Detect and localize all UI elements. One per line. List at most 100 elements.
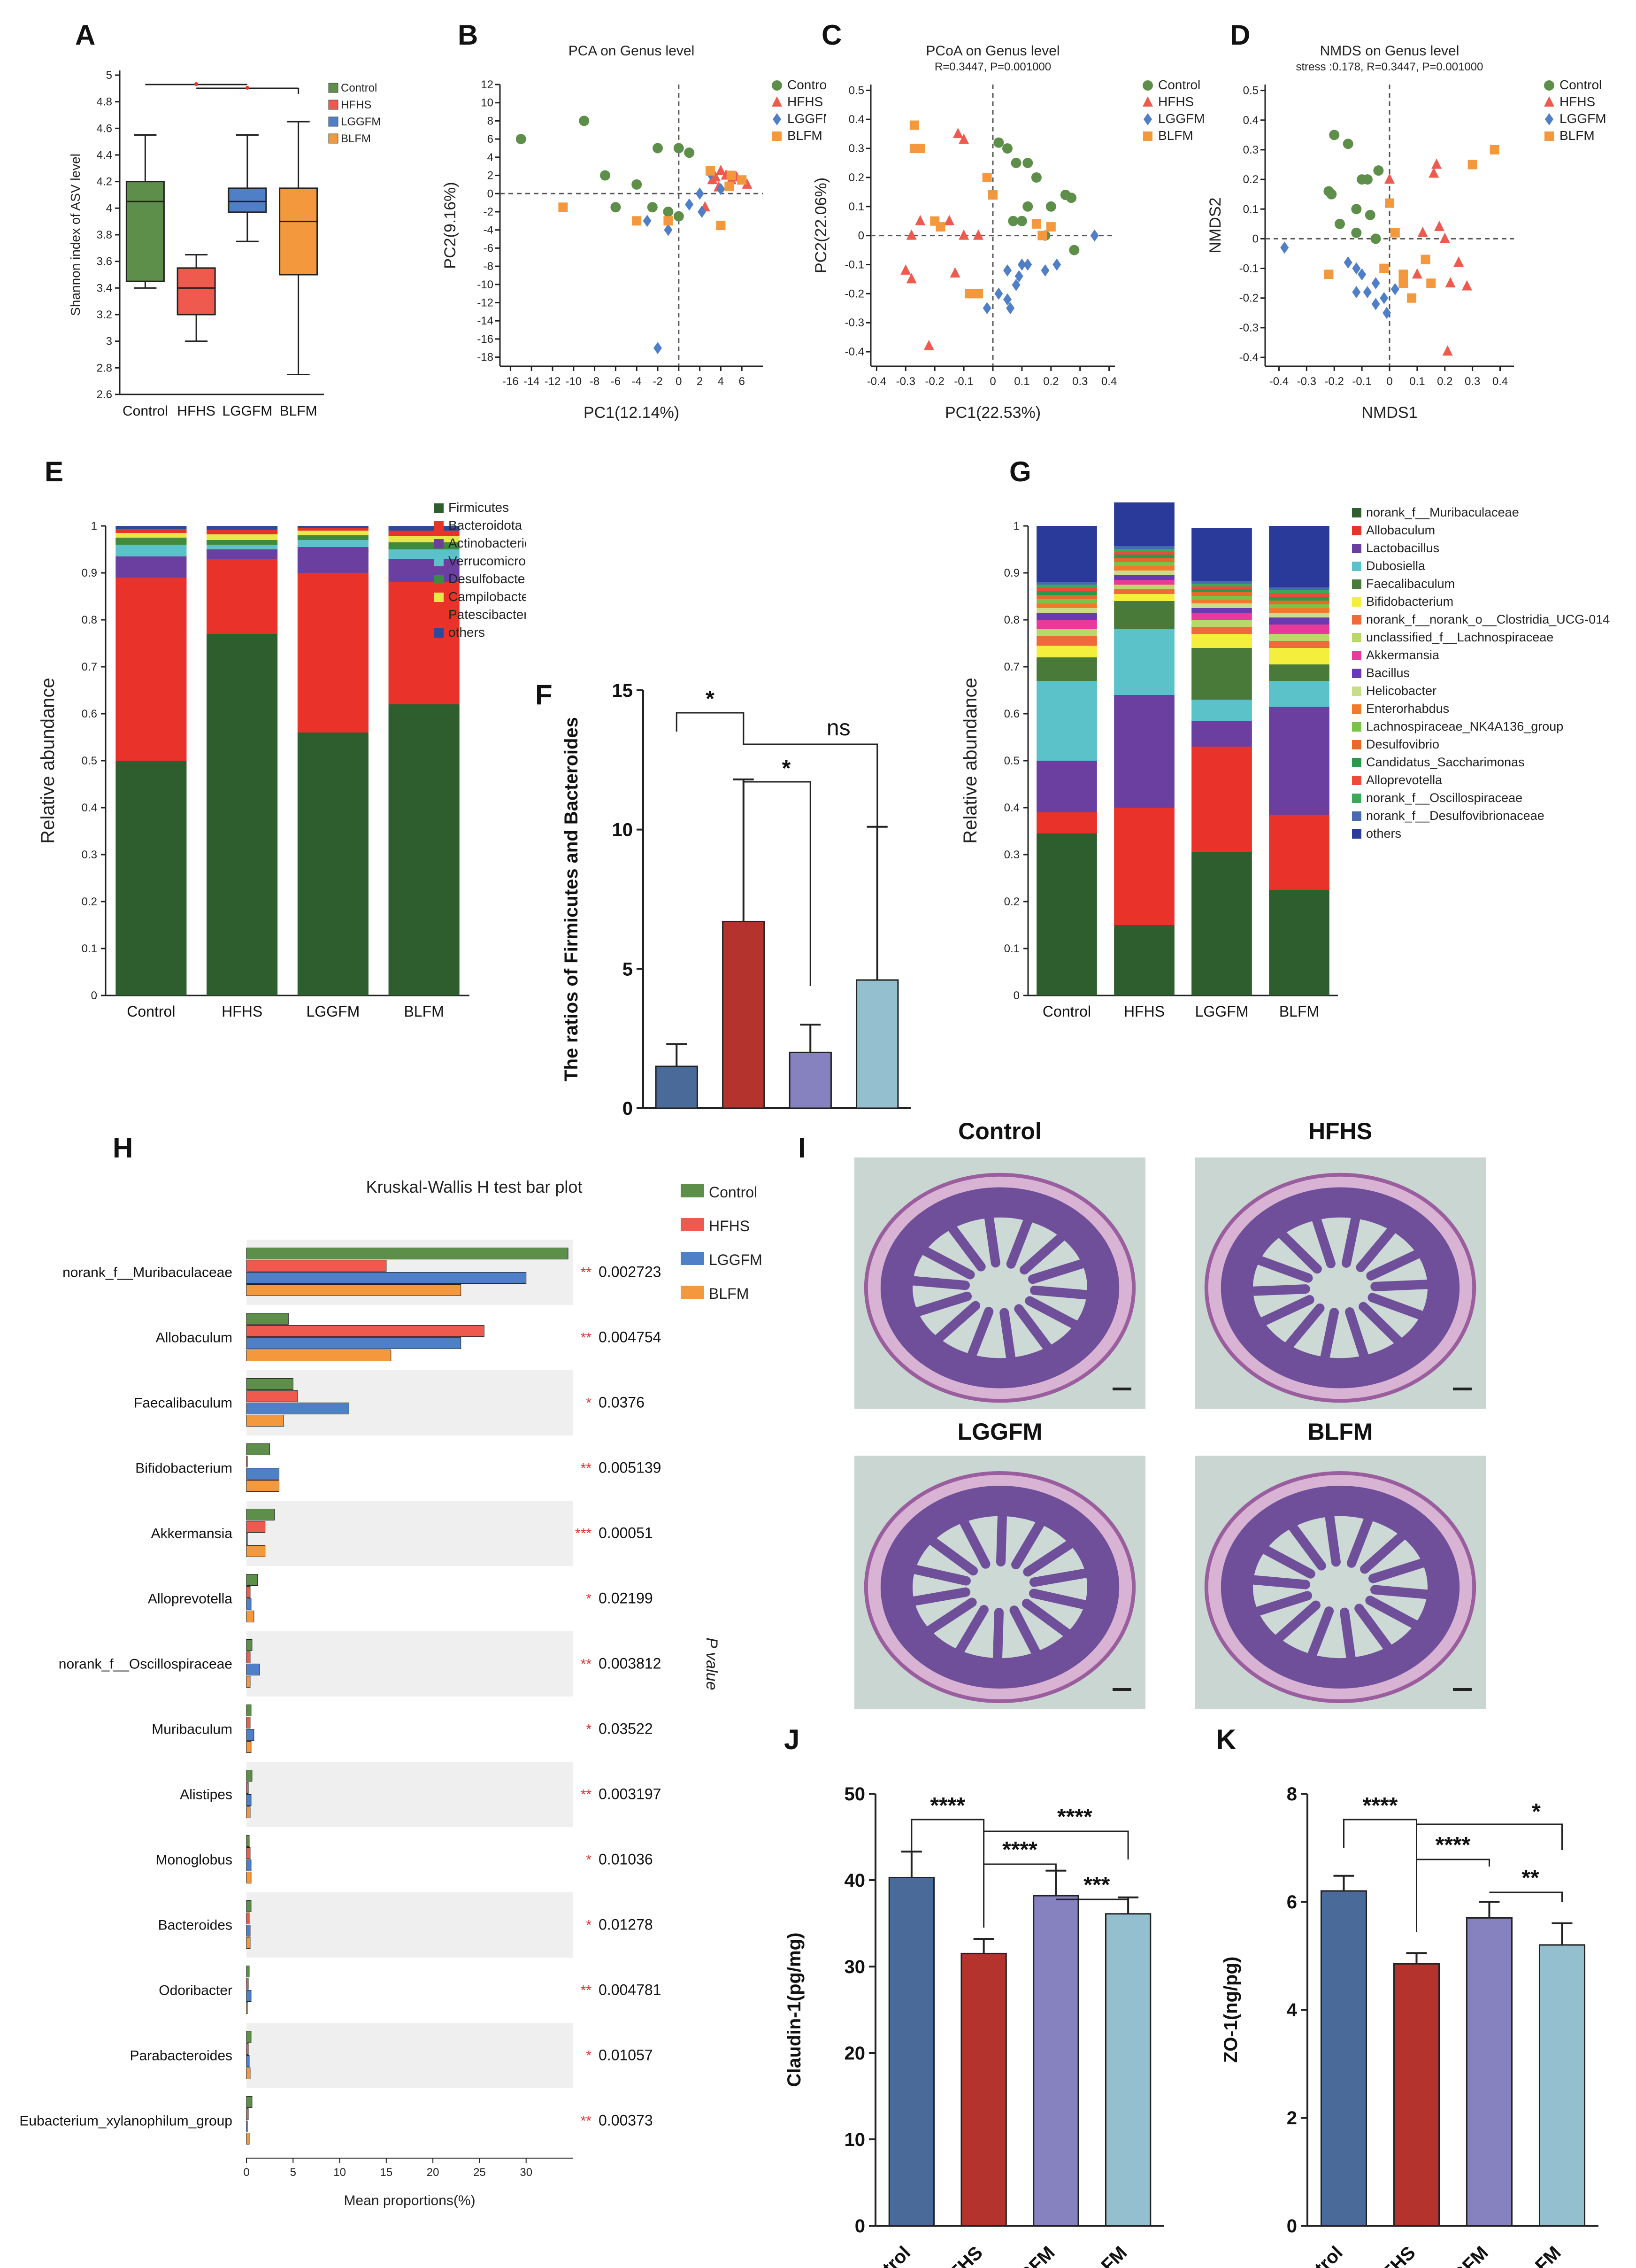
- x-tick-label: -0.1: [1352, 375, 1371, 388]
- sig-bracket-lggfm-blfm: [1489, 1891, 1563, 1902]
- hbar-control: [246, 1574, 258, 1586]
- legend-label: Control: [709, 1184, 757, 1201]
- stack-segment-others: [297, 526, 369, 528]
- data-point-lggfm: [698, 205, 707, 218]
- tissue-fold: [1367, 1293, 1442, 1326]
- data-point-blfm: [663, 216, 673, 226]
- stack-segment-desulfovibrio: [1191, 592, 1252, 596]
- sig-bracket-hfhs-lggfm-label: ****: [1436, 1833, 1471, 1858]
- data-point-lggfm: [1358, 268, 1367, 281]
- row-p-value: 0.004781: [599, 1982, 661, 1998]
- hbar-hfhs: [246, 1325, 484, 1337]
- x-tick-label: 0: [676, 375, 682, 388]
- hbar-control: [246, 1509, 275, 1520]
- y-tick-label: 0.5: [1243, 85, 1259, 97]
- stack-segment-bacillus: [1269, 617, 1329, 625]
- stack-segment-norank-f-desulfovibrionaceae: [1269, 587, 1329, 590]
- row-stars: **: [581, 1787, 592, 1803]
- hbar-blfm: [246, 2067, 251, 2079]
- y-tick-label: 0.7: [1004, 661, 1020, 673]
- data-point-lggfm: [685, 198, 694, 211]
- legend-swatch: [434, 575, 444, 584]
- y-tick-label: 4: [1287, 2000, 1298, 2021]
- row-p-value: 0.01057: [599, 2047, 653, 2064]
- x-tick-label: 0.1: [1014, 375, 1029, 388]
- data-point-lggfm: [1352, 262, 1361, 275]
- row-stripe: [246, 1762, 573, 1827]
- category-label: BLFM: [404, 1003, 444, 1020]
- sig-bracket-control-hfhs: [911, 1819, 985, 1928]
- stack-segment-candidatus-saccharimonas: [1269, 597, 1329, 601]
- hbar-control: [246, 2031, 252, 2043]
- legend-swatch: [434, 593, 444, 602]
- legend-label: Patescibacteria: [448, 607, 526, 622]
- stack-segment-candidatus-saccharimonas: [1191, 589, 1252, 592]
- data-point-hfhs: [1417, 226, 1428, 237]
- histology-image-blfm: [1195, 1456, 1486, 1709]
- row-stars: **: [581, 1983, 592, 1998]
- data-point-blfm: [974, 289, 983, 299]
- hbar-hfhs: [246, 1456, 248, 1467]
- data-point-hfhs: [959, 229, 969, 240]
- stack-segment-faecalibaculum: [1191, 648, 1252, 700]
- x-tick-label: 0.2: [1043, 375, 1059, 388]
- hbar-hfhs: [246, 1586, 251, 1598]
- row-p-value: 0.0376: [599, 1394, 645, 1411]
- category-label: Control: [127, 1003, 175, 1020]
- hbar-lggfm: [246, 1794, 252, 1806]
- row-label: norank_f__Oscillospiraceae: [59, 1657, 232, 1672]
- data-point-control: [515, 134, 526, 145]
- data-point-control: [1370, 233, 1381, 244]
- stack-segment-others: [1114, 502, 1175, 546]
- stack-segment-norank-f-oscillospiraceae: [1037, 585, 1097, 587]
- row-label: Alistipes: [180, 1787, 232, 1803]
- hbar-control: [246, 1248, 568, 1259]
- legend-swatch: [1352, 597, 1361, 607]
- histology-label-blfm: BLFM: [1307, 1419, 1373, 1445]
- data-point-blfm: [632, 216, 642, 226]
- tissue-fold: [1302, 1606, 1334, 1674]
- panel-letter-k: K: [1216, 1724, 1236, 1755]
- x-tick-label: -0.4: [1269, 375, 1289, 388]
- stack-segment-norank-f-norank-o-clostridia-ucg-014: [1114, 589, 1175, 594]
- tissue-fold: [1359, 1302, 1414, 1357]
- x-tick-label: 10: [333, 2166, 346, 2179]
- hbar-blfm: [246, 2133, 250, 2145]
- x-tick-label: -0.2: [1325, 375, 1344, 388]
- legend-label: Firmicutes: [448, 500, 509, 515]
- hbar-blfm: [246, 1284, 461, 1296]
- x-tick-label: -14: [523, 375, 540, 388]
- stack-segment-others: [207, 526, 278, 530]
- y-tick-label: -6: [484, 242, 493, 255]
- hbar-blfm: [246, 1937, 251, 1949]
- legend-swatch: [328, 116, 338, 127]
- stack-segment-patescibacteria: [297, 528, 369, 531]
- data-point-hfhs: [1453, 256, 1464, 267]
- stack-segment-actinobacteriota: [115, 556, 187, 578]
- stack-segment-bifidobacterium: [1114, 594, 1175, 601]
- stack-segment-norank-f-norank-o-clostridia-ucg-014: [1191, 627, 1252, 634]
- stack-segment-allobaculum: [1037, 812, 1097, 833]
- panel-letter-f: F: [535, 679, 553, 710]
- legend-swatch: [1352, 829, 1361, 839]
- tissue-fold: [1279, 1510, 1326, 1571]
- hbar-control: [246, 1835, 250, 1847]
- x-tick-label: -10: [565, 375, 582, 388]
- data-point-hfhs: [1461, 280, 1472, 291]
- y-tick-label: 0.5: [849, 84, 864, 97]
- y-tick-label: 0.8: [1004, 614, 1020, 626]
- stack-segment-norank-f-oscillospiraceae: [1191, 584, 1252, 586]
- stack-segment-alloprevotella: [1114, 552, 1175, 555]
- panel-c-pcoa: C PCoA on Genus level R=0.3447, P=0.00100…: [812, 19, 1205, 422]
- tissue-fold: [1246, 1537, 1315, 1579]
- tissue-fold: [1370, 1279, 1450, 1291]
- y-tick-label: 10: [481, 97, 493, 109]
- stack-segment-helicobacter: [1037, 608, 1097, 613]
- tissue-fold: [1019, 1222, 1078, 1275]
- tissue-fold: [1006, 1202, 1038, 1269]
- hbar-lggfm: [246, 1664, 260, 1675]
- sig-bracket-hfhs-lggfm-label: ****: [1002, 1837, 1037, 1862]
- data-point-hfhs: [959, 133, 969, 144]
- bar-lggfm: [1033, 1895, 1079, 2227]
- row-label: Alloprevotella: [148, 1591, 232, 1607]
